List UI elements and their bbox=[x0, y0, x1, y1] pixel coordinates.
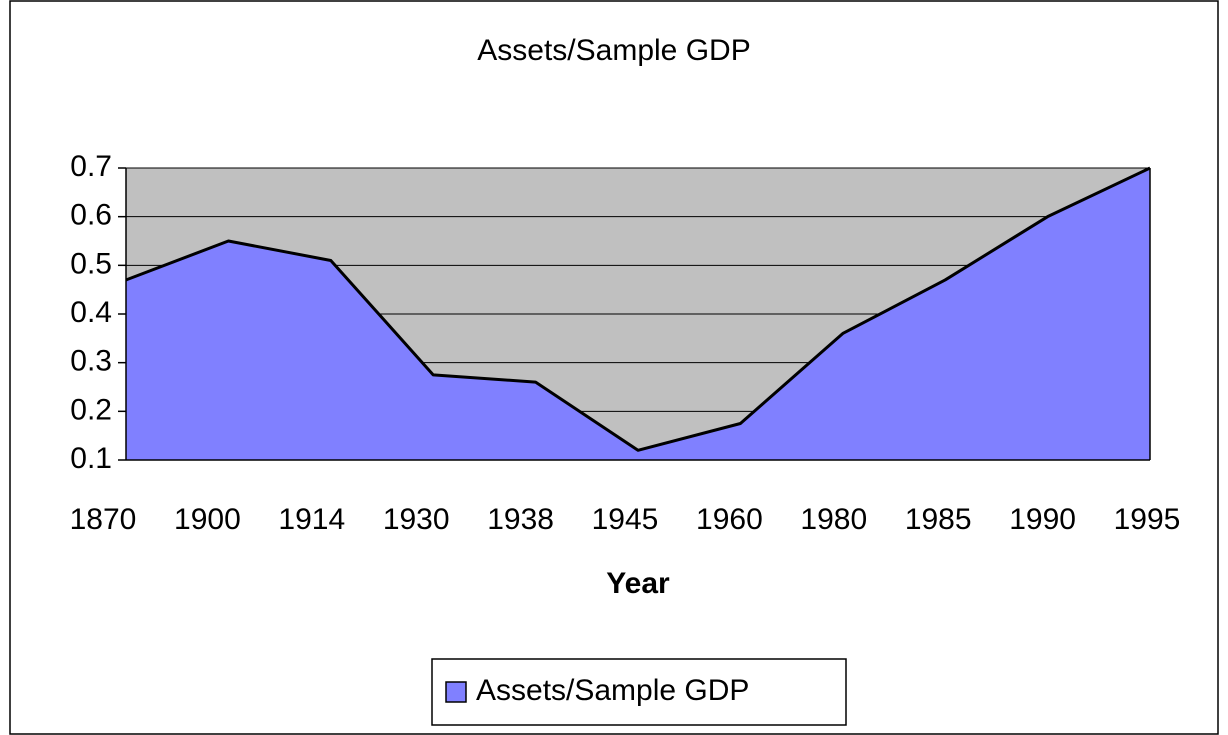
chart-title: Assets/Sample GDP bbox=[477, 34, 750, 67]
legend-box bbox=[431, 658, 847, 726]
legend-swatch bbox=[445, 681, 467, 703]
legend-label: Assets/Sample GDP bbox=[476, 674, 749, 707]
x-tick-label: 1980 bbox=[800, 503, 867, 536]
x-tick-label: 1960 bbox=[696, 503, 763, 536]
y-tick-label: 0.1 bbox=[70, 442, 112, 475]
x-tick-label: 1938 bbox=[487, 503, 554, 536]
y-tick-label: 0.6 bbox=[70, 199, 112, 232]
y-tick-label: 0.3 bbox=[70, 345, 112, 378]
x-tick-label: 1995 bbox=[1114, 503, 1181, 536]
y-tick-label: 0.2 bbox=[70, 393, 112, 426]
x-tick-label: 1914 bbox=[278, 503, 345, 536]
x-tick-label: 1985 bbox=[905, 503, 972, 536]
y-tick-label: 0.4 bbox=[70, 296, 112, 329]
area-line bbox=[125, 166, 1151, 452]
x-tick-label: 1870 bbox=[70, 503, 137, 536]
x-tick-label: 1990 bbox=[1009, 503, 1076, 536]
area bbox=[126, 168, 1150, 460]
x-tick-label: 1900 bbox=[174, 503, 241, 536]
y-tick-label: 0.5 bbox=[70, 247, 112, 280]
y-tick-label: 0.7 bbox=[70, 150, 112, 183]
x-axis-label: Year bbox=[606, 567, 670, 600]
x-tick-label: 1945 bbox=[592, 503, 659, 536]
x-tick-label: 1930 bbox=[383, 503, 450, 536]
